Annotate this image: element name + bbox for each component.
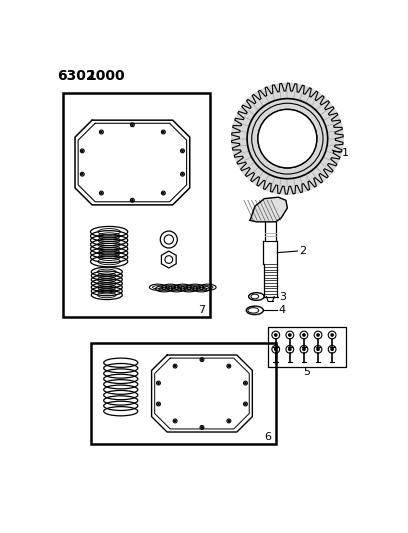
Circle shape: [163, 131, 164, 133]
Text: 6: 6: [264, 432, 271, 442]
Polygon shape: [250, 197, 287, 222]
Circle shape: [182, 174, 183, 175]
Bar: [91, 343, 276, 443]
Circle shape: [202, 359, 203, 360]
Circle shape: [331, 334, 333, 336]
Circle shape: [317, 334, 319, 336]
Circle shape: [163, 192, 164, 193]
Circle shape: [258, 109, 317, 168]
Text: 7: 7: [199, 305, 206, 316]
Bar: [268, 327, 346, 367]
Circle shape: [175, 421, 176, 422]
Polygon shape: [232, 83, 343, 194]
Circle shape: [303, 334, 305, 336]
Polygon shape: [162, 251, 176, 268]
Circle shape: [289, 334, 291, 336]
Circle shape: [317, 348, 319, 351]
Circle shape: [202, 427, 203, 428]
Text: 1000: 1000: [86, 69, 125, 83]
Circle shape: [331, 348, 333, 351]
Text: 3: 3: [279, 292, 287, 302]
Circle shape: [289, 348, 291, 351]
Text: 5: 5: [303, 367, 310, 377]
Circle shape: [132, 124, 133, 125]
Circle shape: [275, 348, 277, 351]
Text: 6302: 6302: [57, 69, 96, 83]
Circle shape: [245, 383, 246, 384]
Circle shape: [101, 131, 102, 133]
Circle shape: [132, 200, 133, 201]
Circle shape: [82, 150, 83, 151]
Circle shape: [228, 421, 229, 422]
Text: 4: 4: [278, 305, 285, 316]
Circle shape: [182, 150, 183, 151]
Circle shape: [245, 403, 246, 405]
Circle shape: [158, 403, 159, 405]
Bar: [62, 93, 210, 317]
Polygon shape: [232, 83, 343, 194]
Circle shape: [303, 348, 305, 351]
Circle shape: [82, 174, 83, 175]
Circle shape: [175, 366, 176, 367]
Text: 1: 1: [341, 148, 348, 158]
Circle shape: [228, 366, 229, 367]
Circle shape: [275, 334, 277, 336]
Circle shape: [158, 383, 159, 384]
Circle shape: [101, 192, 102, 193]
Text: 2: 2: [299, 246, 306, 256]
